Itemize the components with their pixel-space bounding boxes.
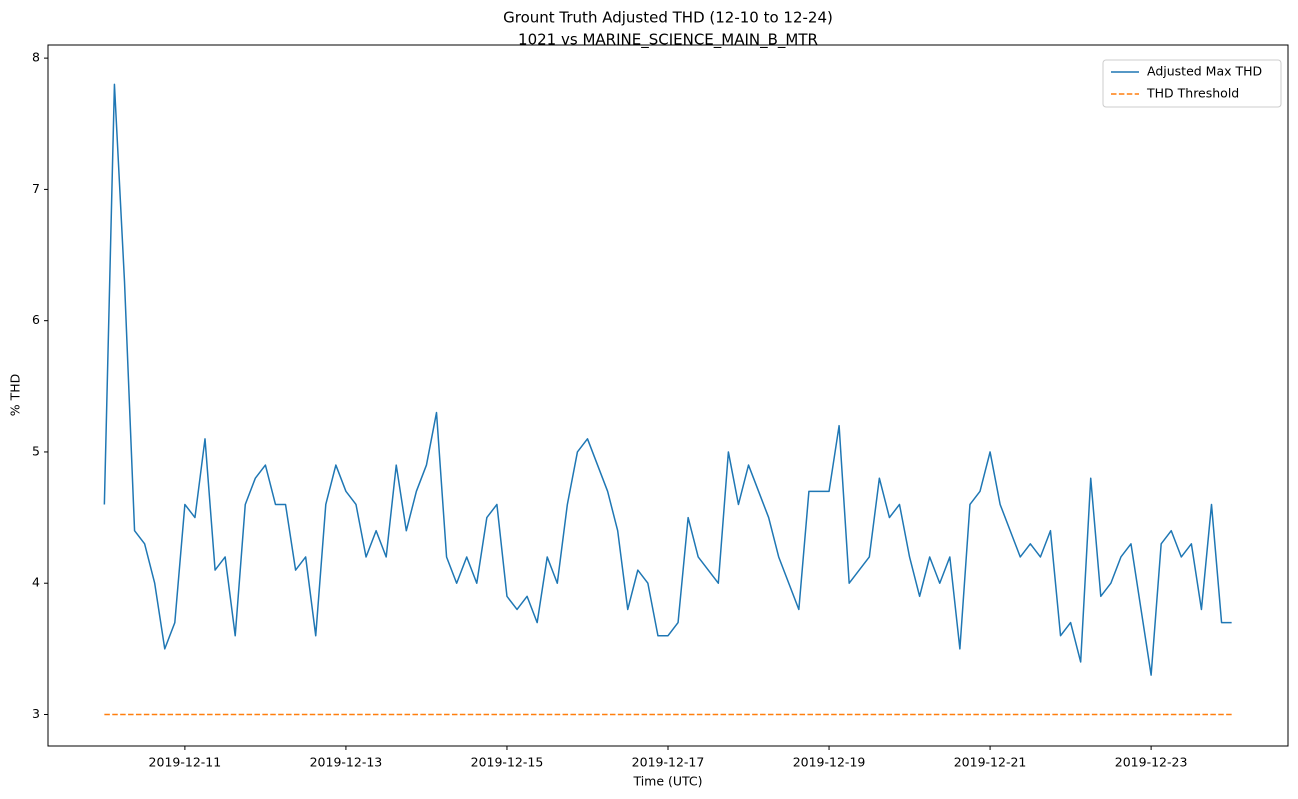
chart-subtitle: 1021 vs MARINE_SCIENCE_MAIN_B_MTR	[518, 31, 818, 50]
x-tick-label: 2019-12-11	[149, 755, 222, 770]
y-tick-label: 4	[32, 575, 40, 590]
legend-box	[1102, 59, 1282, 108]
data-line	[103, 83, 1232, 676]
plot-frame	[47, 44, 1289, 747]
x-tick-label: 2019-12-15	[471, 755, 544, 770]
y-tick-label: 3	[32, 706, 40, 721]
chart-title: Grount Truth Adjusted THD (12-10 to 12-2…	[503, 9, 833, 27]
x-tick-label: 2019-12-19	[793, 755, 866, 770]
x-tick-label: 2019-12-17	[632, 755, 705, 770]
y-tick-label: 8	[32, 50, 40, 65]
y-axis-label: % THD	[8, 374, 23, 417]
y-tick-label: 5	[32, 443, 40, 458]
legend-label: THD Threshold	[1146, 86, 1239, 101]
legend-label: Adjusted Max THD	[1147, 64, 1262, 79]
x-tick-label: 2019-12-21	[954, 755, 1027, 770]
x-tick-label: 2019-12-13	[310, 755, 383, 770]
y-tick-label: 7	[32, 181, 40, 196]
x-axis-label: Time (UTC)	[632, 774, 702, 789]
y-tick-label: 6	[32, 312, 40, 327]
x-tick-label: 2019-12-23	[1115, 755, 1188, 770]
